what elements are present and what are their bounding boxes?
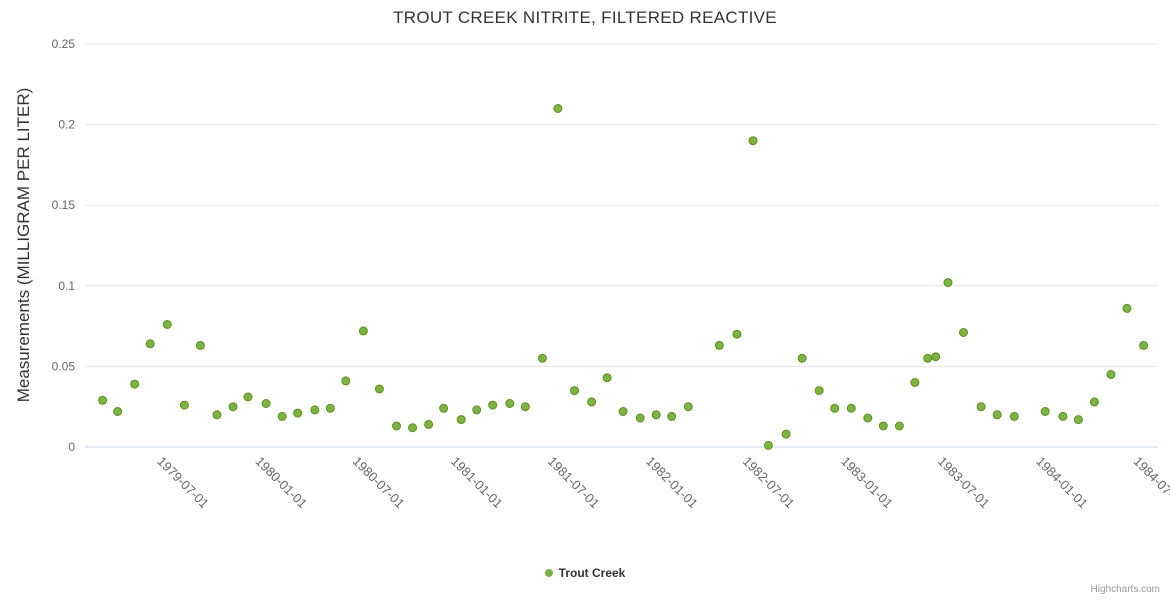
legend-item-trout-creek[interactable]: Trout Creek [544, 566, 626, 580]
legend-marker-icon [544, 569, 553, 577]
legend: Trout Creek [0, 566, 1170, 580]
data-point[interactable] [910, 378, 920, 387]
data-point[interactable] [587, 397, 597, 407]
y-tick-label: 0.2 [58, 118, 75, 132]
data-point[interactable] [667, 411, 677, 421]
x-tick-label: 1984-07-01 [1131, 454, 1170, 512]
data-point[interactable] [130, 379, 140, 389]
data-point[interactable] [243, 392, 253, 402]
data-point[interactable] [748, 136, 758, 146]
chart-title: TROUT CREEK NITRITE, FILTERED REACTIVE [393, 8, 777, 27]
y-tick-label: 0.1 [58, 279, 75, 293]
x-tick-label: 1983-07-01 [935, 454, 993, 512]
data-point[interactable] [341, 376, 351, 386]
data-point[interactable] [392, 421, 401, 431]
data-point[interactable] [1009, 411, 1019, 421]
data-point[interactable] [424, 419, 434, 429]
data-point[interactable] [195, 340, 205, 350]
data-point[interactable] [651, 410, 661, 420]
data-point[interactable] [439, 403, 449, 413]
data-point[interactable] [145, 339, 155, 349]
data-point[interactable] [1139, 340, 1149, 350]
data-point[interactable] [863, 413, 873, 423]
data-point[interactable] [923, 353, 933, 363]
legend-label: Trout Creek [558, 566, 626, 580]
data-point[interactable] [537, 353, 547, 363]
data-point[interactable] [113, 407, 123, 416]
x-tick-label: 1982-07-01 [740, 454, 798, 512]
data-point[interactable] [992, 410, 1002, 420]
x-tick-label: 1979-07-01 [154, 454, 212, 512]
data-point[interactable] [1058, 411, 1068, 421]
data-point[interactable] [310, 405, 320, 415]
x-tick-label: 1981-01-01 [448, 454, 506, 512]
data-point[interactable] [472, 405, 482, 415]
data-point[interactable] [488, 400, 498, 410]
data-point[interactable] [635, 413, 645, 423]
data-point[interactable] [325, 403, 335, 413]
data-point[interactable] [931, 352, 941, 362]
y-tick-label: 0 [68, 440, 75, 454]
data-point[interactable] [1089, 397, 1099, 407]
data-point[interactable] [976, 402, 986, 412]
data-point[interactable] [763, 440, 773, 450]
data-point[interactable] [814, 386, 824, 396]
data-point[interactable] [374, 384, 384, 394]
x-tick-label: 1980-07-01 [350, 454, 408, 512]
data-point[interactable] [846, 403, 856, 413]
x-tick-label: 1984-01-01 [1033, 454, 1091, 512]
x-tick-label: 1983-01-01 [838, 454, 896, 512]
y-tick-label: 0.15 [52, 198, 76, 212]
data-point[interactable] [618, 407, 628, 416]
data-point[interactable] [781, 429, 791, 439]
y-tick-label: 0.05 [52, 359, 76, 373]
data-point[interactable] [797, 353, 807, 363]
data-point[interactable] [602, 373, 612, 383]
data-point[interactable] [293, 408, 303, 418]
data-point[interactable] [212, 410, 222, 420]
y-tick-label: 0.25 [52, 37, 76, 51]
data-point[interactable] [505, 399, 515, 408]
x-tick-label: 1981-07-01 [545, 454, 603, 512]
highcharts-credit[interactable]: Highcharts.com [1090, 584, 1160, 595]
data-point[interactable] [1106, 370, 1116, 379]
data-point[interactable] [714, 340, 724, 350]
data-point[interactable] [408, 423, 418, 433]
data-point[interactable] [732, 329, 742, 339]
data-point[interactable] [98, 395, 108, 405]
data-point[interactable] [261, 399, 271, 408]
x-tick-label: 1982-01-01 [643, 454, 701, 512]
data-point[interactable] [878, 421, 888, 431]
data-point[interactable] [570, 386, 579, 396]
data-point[interactable] [277, 411, 287, 421]
data-point[interactable] [894, 421, 904, 431]
data-point[interactable] [553, 104, 563, 113]
data-point[interactable] [162, 320, 172, 329]
data-point[interactable] [520, 402, 530, 412]
data-point[interactable] [959, 328, 968, 337]
data-point[interactable] [358, 326, 368, 336]
data-point[interactable] [943, 278, 953, 288]
data-point[interactable] [228, 402, 238, 412]
data-point[interactable] [683, 402, 693, 412]
data-point[interactable] [830, 403, 840, 413]
x-tick-label: 1980-01-01 [253, 454, 311, 512]
data-point[interactable] [1040, 407, 1050, 416]
data-point[interactable] [1122, 303, 1132, 313]
data-point[interactable] [456, 415, 466, 425]
data-point[interactable] [1073, 415, 1083, 425]
data-point[interactable] [179, 400, 189, 410]
